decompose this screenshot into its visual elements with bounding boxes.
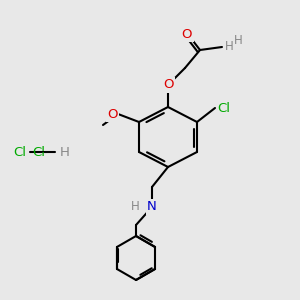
Text: H: H — [234, 34, 243, 47]
Text: O: O — [182, 28, 192, 40]
Text: N: N — [224, 40, 234, 53]
Text: —: — — [38, 146, 52, 158]
Text: N: N — [147, 200, 157, 214]
Text: Cl: Cl — [14, 146, 26, 158]
Text: H: H — [60, 146, 70, 158]
Text: Cl: Cl — [217, 101, 230, 115]
Text: Cl: Cl — [32, 146, 45, 158]
Text: O: O — [163, 79, 173, 92]
Text: H: H — [60, 146, 70, 158]
Text: O: O — [107, 107, 118, 121]
Text: H: H — [131, 200, 140, 214]
Text: H: H — [225, 40, 234, 53]
